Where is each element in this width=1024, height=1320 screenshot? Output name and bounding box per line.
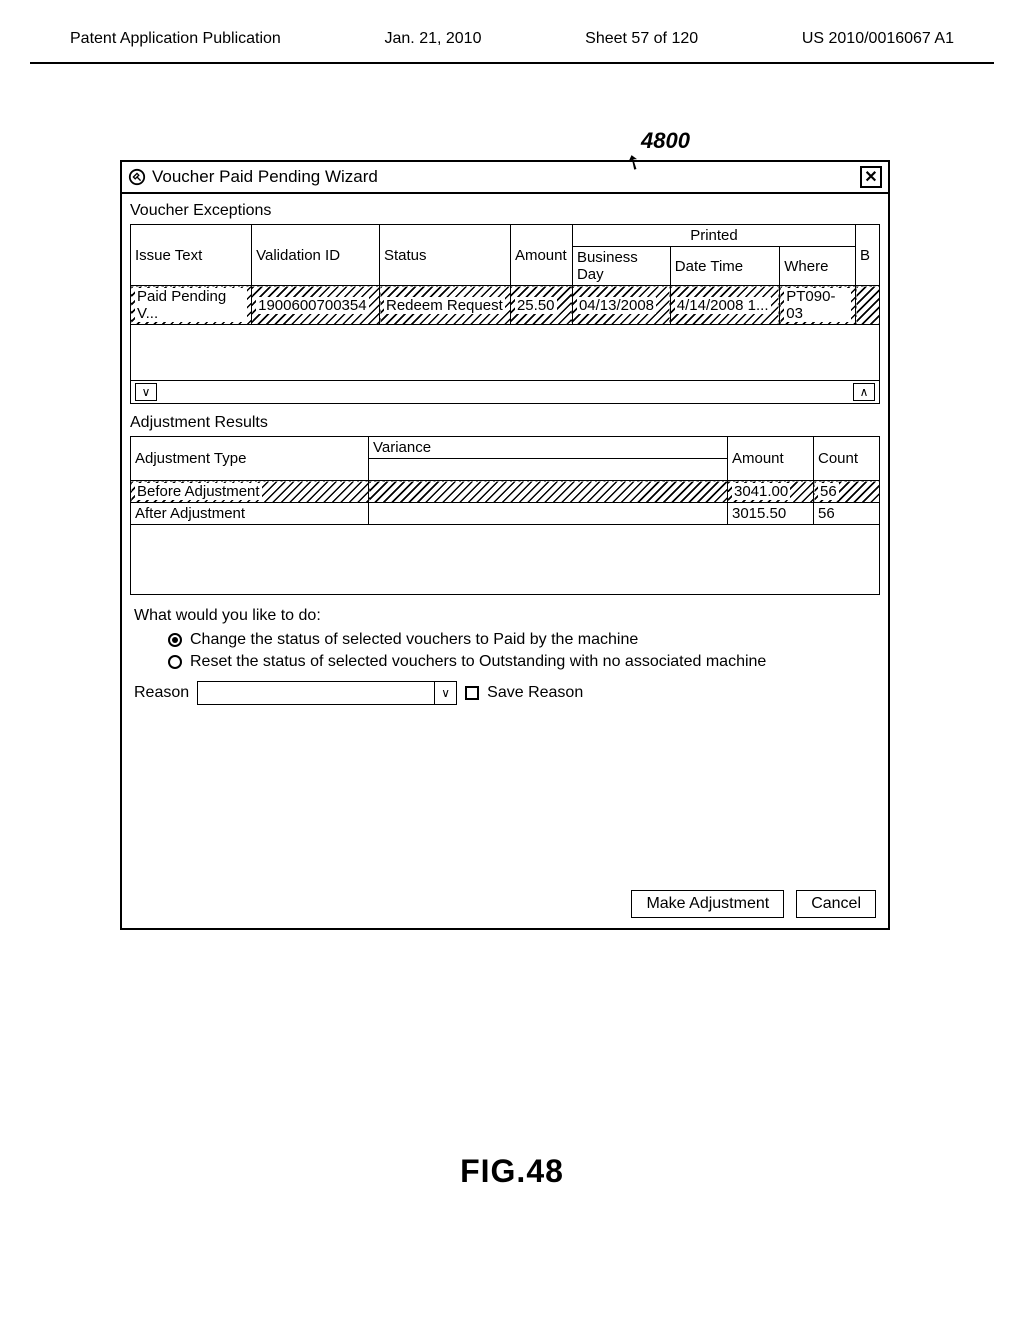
col-business-day[interactable]: Business Day — [572, 247, 670, 286]
pub-date: Jan. 21, 2010 — [385, 30, 482, 48]
exceptions-table: Issue Text Validation ID Status Amount P… — [130, 224, 880, 404]
col-variance-group: Variance — [369, 437, 728, 459]
cell-amount-text: 25.50 — [515, 297, 557, 314]
options-section: What would you like to do: Change the st… — [130, 603, 880, 705]
reason-label: Reason — [134, 684, 189, 702]
option-change-status[interactable]: Change the status of selected vouchers t… — [168, 631, 876, 649]
pub-label: Patent Application Publication — [70, 30, 281, 48]
titlebar: Voucher Paid Pending Wizard ✕ — [122, 162, 888, 194]
adjustment-empty-row — [131, 525, 880, 595]
window-title: Voucher Paid Pending Wizard — [152, 167, 854, 187]
cell-validation-text: 1900600700354 — [256, 297, 368, 314]
reason-select-value — [198, 682, 434, 704]
button-row: Make Adjustment Cancel — [130, 884, 880, 920]
exceptions-empty-row — [131, 325, 880, 381]
col-where[interactable]: Where — [780, 247, 856, 286]
make-adjustment-button[interactable]: Make Adjustment — [631, 890, 784, 918]
reason-row: Reason ∨ Save Reason — [134, 681, 876, 705]
cell-after-count: 56 — [814, 503, 880, 525]
figure-wrap: 4800 ➘ Voucher Paid Pending Wizard ✕ Vou… — [120, 160, 890, 930]
option-reset-status-label: Reset the status of selected vouchers to… — [190, 653, 766, 671]
dialog-content: Voucher Exceptions Issue Text Validation… — [122, 194, 888, 928]
cell-before-amount: 3041.00 — [728, 481, 814, 503]
voucher-exceptions-title: Voucher Exceptions — [130, 200, 880, 224]
cell-after-variance — [369, 503, 728, 525]
adjustment-row-before[interactable]: Before Adjustment 3041.00 56 — [131, 481, 880, 503]
save-reason-label: Save Reason — [487, 684, 583, 702]
exceptions-data-row[interactable]: Paid Pending V... 1900600700354 Redeem R… — [131, 286, 880, 325]
cell-issue: Paid Pending V... — [131, 286, 252, 325]
options-prompt: What would you like to do: — [134, 607, 876, 625]
chevron-down-icon[interactable]: ∨ — [434, 682, 456, 704]
exceptions-header-row-1: Issue Text Validation ID Status Amount P… — [131, 225, 880, 247]
cell-status-text: Redeem Request — [384, 297, 505, 314]
cell-last — [856, 286, 880, 325]
adjustment-results-title: Adjustment Results — [130, 412, 880, 436]
col-printed-group: Printed — [572, 225, 855, 247]
col-status[interactable]: Status — [380, 225, 511, 286]
adjustment-header-row-1: Adjustment Type Variance Amount Count — [131, 437, 880, 459]
pub-number: US 2010/0016067 A1 — [802, 30, 954, 48]
adjustment-results-section: Adjustment Results Adjustment Type Varia… — [130, 412, 880, 595]
col-amount[interactable]: Amount — [510, 225, 572, 286]
dialog-window: Voucher Paid Pending Wizard ✕ Voucher Ex… — [120, 160, 890, 930]
scroll-right-icon[interactable]: ∧ — [853, 383, 875, 401]
cell-after-type: After Adjustment — [131, 503, 369, 525]
option-reset-status[interactable]: Reset the status of selected vouchers to… — [168, 653, 876, 671]
col-date-time[interactable]: Date Time — [670, 247, 780, 286]
cell-before-type-text: Before Adjustment — [135, 483, 262, 500]
cell-bday-text: 04/13/2008 — [577, 297, 656, 314]
cell-where-text: PT090-03 — [784, 288, 851, 322]
col-issue[interactable]: Issue Text — [131, 225, 252, 286]
ref-number: 4800 — [641, 128, 690, 154]
col-adj-amount[interactable]: Amount — [728, 437, 814, 481]
cell-after-amount: 3015.50 — [728, 503, 814, 525]
cell-validation: 1900600700354 — [252, 286, 380, 325]
cell-dtime-text: 4/14/2008 1... — [675, 297, 771, 314]
col-adj-type[interactable]: Adjustment Type — [131, 437, 369, 481]
col-count[interactable]: Count — [814, 437, 880, 481]
cell-issue-text: Paid Pending V... — [135, 288, 247, 322]
adjustment-row-after[interactable]: After Adjustment 3015.50 56 — [131, 503, 880, 525]
voucher-exceptions-section: Voucher Exceptions Issue Text Validation… — [130, 200, 880, 404]
radio-change-status[interactable] — [168, 633, 182, 647]
cell-before-amount-text: 3041.00 — [732, 483, 790, 500]
sheet-num: Sheet 57 of 120 — [585, 30, 698, 48]
col-validation[interactable]: Validation ID — [252, 225, 380, 286]
cell-before-count-text: 56 — [818, 483, 839, 500]
cell-status: Redeem Request — [380, 286, 511, 325]
close-button[interactable]: ✕ — [860, 166, 882, 188]
scroll-left-icon[interactable]: ∨ — [135, 383, 157, 401]
cell-amount: 25.50 — [510, 286, 572, 325]
cell-before-variance — [369, 481, 728, 503]
cell-dtime: 4/14/2008 1... — [670, 286, 780, 325]
col-last[interactable]: B — [856, 225, 880, 286]
option-change-status-label: Change the status of selected vouchers t… — [190, 631, 638, 649]
reason-select[interactable]: ∨ — [197, 681, 457, 705]
cell-before-count: 56 — [814, 481, 880, 503]
cell-bday: 04/13/2008 — [572, 286, 670, 325]
adjustment-table: Adjustment Type Variance Amount Count Be… — [130, 436, 880, 595]
save-reason-checkbox[interactable] — [465, 686, 479, 700]
cell-before-type: Before Adjustment — [131, 481, 369, 503]
cancel-button[interactable]: Cancel — [796, 890, 876, 918]
figure-label: FIG.48 — [0, 1153, 1024, 1190]
col-variance-sub — [369, 459, 728, 481]
close-icon: ✕ — [864, 167, 877, 187]
app-icon — [128, 168, 146, 186]
exceptions-scrollbar[interactable]: ∨ ∧ — [131, 381, 880, 404]
radio-reset-status[interactable] — [168, 655, 182, 669]
header-rule — [30, 62, 994, 64]
page-header: Patent Application Publication Jan. 21, … — [0, 0, 1024, 58]
cell-where: PT090-03 — [780, 286, 856, 325]
